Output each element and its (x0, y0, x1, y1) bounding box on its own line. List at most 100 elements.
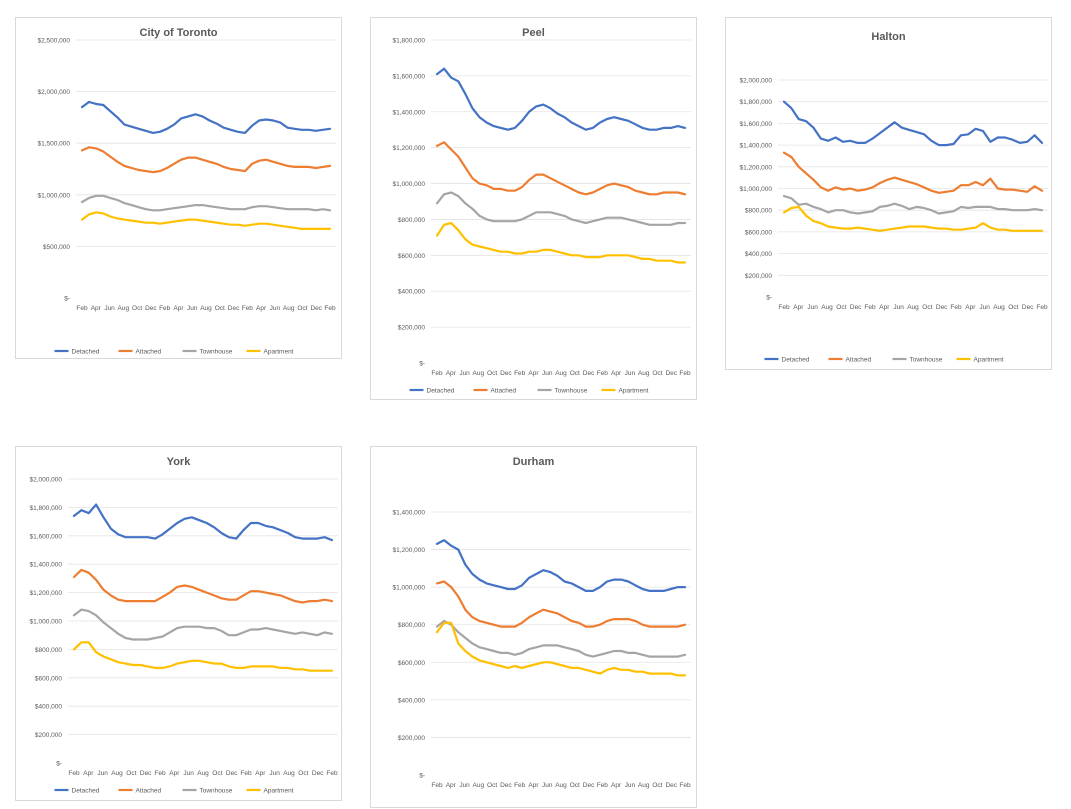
x-tick-label: Apr (256, 305, 267, 312)
y-tick-label: $1,200,000 (392, 547, 425, 554)
x-tick-label: Feb (68, 770, 80, 777)
x-tick-label: Aug (197, 770, 209, 777)
x-tick-label: Feb (950, 304, 962, 311)
chart-panel-york: York $- $200,000 $400,000 $600,000 $800,000 $1… (15, 446, 342, 801)
series-line-apartment (80, 211, 332, 230)
y-tick-label: $800,000 (398, 622, 425, 629)
y-tick-label: $1,200,000 (392, 145, 425, 152)
chart-panel-durham: Durham $- $200,000 $400,000 $600,000 $800,000… (370, 446, 697, 808)
series-line-townhouse (72, 608, 334, 641)
x-tick-label: Feb (597, 782, 609, 789)
x-tick-label: Oct (297, 305, 307, 312)
x-tick-label: Apr (611, 782, 622, 789)
y-tick-label: $600,000 (398, 253, 425, 260)
y-tick-label: $400,000 (398, 289, 425, 296)
y-tick-label: $400,000 (398, 697, 425, 704)
legend-label: Detached (72, 787, 100, 794)
x-tick-label: Aug (907, 304, 919, 311)
x-tick-label: Apr (965, 304, 976, 311)
chart-panel-halton: Halton $- $200,000 $400,000 $600,000 $800,000… (725, 17, 1052, 370)
x-tick-label: Apr (528, 782, 539, 789)
chart-halton: Halton $- $200,000 $400,000 $600,000 $800,000… (739, 31, 1048, 363)
x-tick-label: Jun (542, 782, 553, 789)
x-tick-label: Jun (807, 304, 818, 311)
legend-item-townhouse: Townhouse (182, 348, 233, 355)
x-tick-label: Apr (611, 370, 622, 377)
legend-label: Apartment (264, 787, 294, 794)
y-tick-label: $200,000 (35, 732, 62, 739)
series-line-apartment (782, 205, 1044, 232)
y-tick-label: $1,200,000 (739, 164, 772, 171)
x-tick-label: Oct (570, 370, 580, 377)
legend-label: Apartment (974, 356, 1004, 363)
series-line-townhouse (782, 195, 1044, 215)
y-tick-label: $1,600,000 (29, 533, 62, 540)
y-tick-label: $600,000 (398, 660, 425, 667)
legend-item-apartment: Apartment (246, 348, 294, 355)
x-tick-label: Aug (555, 782, 567, 789)
x-tick-label: Dec (226, 770, 238, 777)
legend-item-attached: Attached (828, 356, 872, 363)
legend-item-detached: Detached (409, 387, 455, 394)
y-tick-label: $1,400,000 (392, 510, 425, 517)
x-tick-label: Oct (922, 304, 932, 311)
y-tick-label: $2,000,000 (29, 477, 62, 484)
y-tick-label: $1,200,000 (29, 590, 62, 597)
legend-item-townhouse: Townhouse (892, 356, 943, 363)
x-tick-label: Oct (487, 370, 497, 377)
chart-title-peel: Peel (522, 27, 545, 39)
legend-label: Attached (846, 356, 872, 363)
x-tick-label: Jun (97, 770, 108, 777)
x-tick-label: Oct (212, 770, 222, 777)
y-tick-label: $1,500,000 (37, 141, 70, 148)
x-tick-label: Oct (1008, 304, 1018, 311)
x-tick-label: Feb (154, 770, 166, 777)
legend-label: Townhouse (200, 348, 233, 355)
x-tick-label: Jun (625, 370, 636, 377)
x-tick-label: Aug (283, 305, 295, 312)
x-tick-label: Aug (638, 782, 650, 789)
x-tick-label: Dec (312, 770, 324, 777)
x-tick-label: Apr (255, 770, 266, 777)
x-tick-label: Dec (500, 782, 512, 789)
series-line-detached (782, 100, 1044, 147)
chart-panel-toronto: City of Toronto $- $500,000 $1,000,000 $1,50… (15, 17, 342, 359)
x-tick-label: Feb (242, 305, 254, 312)
legend-item-detached: Detached (54, 787, 100, 794)
x-tick-label: Dec (228, 305, 240, 312)
x-tick-label: Oct (652, 782, 662, 789)
y-tick-label: $800,000 (398, 217, 425, 224)
legend-item-apartment: Apartment (601, 387, 649, 394)
x-tick-label: Jun (459, 370, 470, 377)
x-tick-label: Feb (679, 370, 691, 377)
x-tick-label: Feb (431, 370, 443, 377)
y-tick-label: $800,000 (745, 208, 772, 215)
y-tick-label: $- (766, 295, 772, 302)
x-tick-label: Dec (310, 305, 322, 312)
y-tick-label: $1,800,000 (739, 99, 772, 106)
x-tick-label: Feb (514, 782, 526, 789)
chart-peel: Peel $- $200,000 $400,000 $600,000 $800,000 $1… (392, 27, 691, 394)
x-tick-label: Feb (159, 305, 171, 312)
x-tick-label: Dec (583, 370, 595, 377)
x-tick-label: Feb (778, 304, 790, 311)
chart-durham: Durham $- $200,000 $400,000 $600,000 $800,000… (392, 456, 691, 789)
y-tick-label: $1,400,000 (392, 109, 425, 116)
x-tick-label: Apr (879, 304, 890, 311)
x-tick-label: Apr (169, 770, 180, 777)
chart-york: York $- $200,000 $400,000 $600,000 $800,000 $1… (29, 456, 338, 794)
y-tick-label: $800,000 (35, 647, 62, 654)
x-tick-label: Oct (652, 370, 662, 377)
x-tick-label: Apr (173, 305, 184, 312)
series-line-apartment (435, 221, 687, 264)
x-tick-label: Apr (446, 370, 457, 377)
x-tick-label: Aug (473, 370, 485, 377)
y-tick-label: $1,600,000 (392, 73, 425, 80)
legend-label: Detached (427, 387, 455, 394)
chart-title-york: York (167, 456, 192, 468)
y-tick-label: $600,000 (35, 675, 62, 682)
legend-label: Detached (782, 356, 810, 363)
y-tick-label: $2,000,000 (739, 78, 772, 85)
legend-item-detached: Detached (54, 348, 100, 355)
y-tick-label: $- (419, 773, 425, 780)
